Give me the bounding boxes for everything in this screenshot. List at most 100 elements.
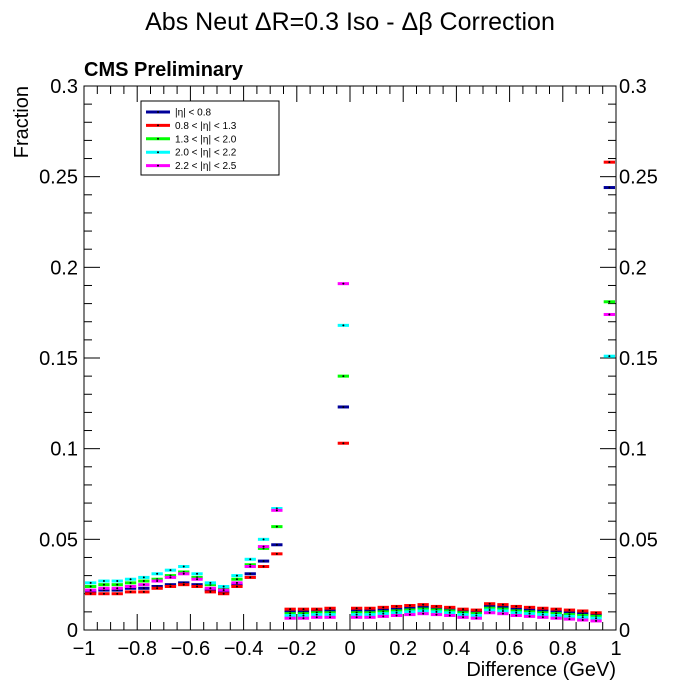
x-tick-label: −0.2: [277, 638, 316, 660]
series-2-point: [142, 590, 145, 593]
series-4-point: [329, 613, 332, 616]
x-tick-label: 0.2: [389, 638, 417, 660]
series-4-point: [129, 578, 132, 581]
series-5-point: [235, 581, 238, 584]
legend-swatch-point: [157, 124, 159, 127]
y-tick-label-right: 0.3: [619, 76, 647, 98]
series-3-point: [608, 300, 611, 303]
y-tick-label: 0.05: [39, 529, 78, 551]
series-5-point: [182, 572, 185, 575]
cms-label: CMS Preliminary: [84, 59, 244, 81]
series-3-point: [89, 585, 92, 588]
series-2-point: [275, 552, 278, 555]
legend-entry: 1.3 < |η| < 2.0: [175, 134, 237, 145]
legend-entry: |η| < 0.8: [175, 108, 211, 119]
series-5-point: [475, 617, 478, 620]
series-5-point: [355, 616, 358, 619]
series-4-point: [382, 612, 385, 615]
x-tick-label: 0.4: [442, 638, 470, 660]
series-4-point: [235, 574, 238, 577]
series-2-point: [169, 585, 172, 588]
x-tick-label: 0.8: [549, 638, 577, 660]
series-2-point: [541, 607, 544, 610]
series-2-point: [329, 607, 332, 610]
series-5-point: [568, 618, 571, 621]
x-tick-label: 0: [344, 638, 355, 660]
series-2-point: [488, 602, 491, 605]
series-5-point: [515, 614, 518, 617]
y-tick-label: 0.15: [39, 348, 78, 370]
series-4-point: [222, 585, 225, 588]
series-4-point: [368, 613, 371, 616]
series-4-point: [142, 576, 145, 579]
legend-swatch-point: [157, 164, 159, 167]
series-2-point: [116, 592, 119, 595]
series-5-point: [462, 616, 465, 619]
series-2-point: [515, 605, 518, 608]
series-2-point: [595, 611, 598, 614]
series-4-point: [408, 610, 411, 613]
series-5-point: [528, 615, 531, 618]
x-tick-label: −0.6: [171, 638, 210, 660]
data-marks: [85, 160, 615, 623]
y-tick-label-right: 0.25: [619, 167, 658, 189]
series-4-point: [355, 613, 358, 616]
series-5-point: [488, 611, 491, 614]
series-5-point: [541, 616, 544, 619]
series-4-point: [488, 609, 491, 612]
series-5-point: [302, 617, 305, 620]
series-4-point: [528, 612, 531, 615]
series-5-point: [129, 585, 132, 588]
series-3-point: [235, 578, 238, 581]
series-5-point: [608, 313, 611, 316]
series-3-point: [142, 580, 145, 583]
series-2-point: [196, 585, 199, 588]
axis-ticks: [83, 85, 617, 631]
y-tick-label-right: 0.05: [619, 529, 658, 551]
tick-labels: −1 −0.8 −0.6 −0.4 −0.2 0 0.2 0.4 0.6 0.8 10 00.05 0.…: [39, 76, 658, 660]
y-tick-label: 0.1: [50, 439, 78, 461]
series-2-point: [182, 583, 185, 586]
series-2-point: [235, 585, 238, 588]
series-5-point: [555, 617, 558, 620]
series-5-point: [209, 587, 212, 590]
series-2-point: [475, 609, 478, 612]
series-5-point: [156, 580, 159, 583]
series-4-point: [182, 565, 185, 568]
legend: |η| < 0.8 0.8 < |η| < 1.3 1.3 < |η| < 2.0 2…: [140, 100, 280, 176]
series-2-point: [555, 608, 558, 611]
series-2-point: [249, 576, 252, 579]
series-4-point: [395, 611, 398, 614]
series-4-point: [342, 324, 345, 327]
series-4-point: [568, 615, 571, 618]
series-2-point: [422, 603, 425, 606]
series-4-point: [555, 614, 558, 617]
legend-swatch-point: [157, 151, 159, 154]
series-5-point: [89, 589, 92, 592]
y-tick-label-right: 0.15: [619, 348, 658, 370]
legend-entry: 2.2 < |η| < 2.5: [175, 161, 237, 172]
y-tick-label: 0: [67, 620, 78, 642]
chart-title: Abs Neut ΔR=0.3 Iso - Δβ Correction: [145, 8, 555, 36]
series-2-point: [608, 161, 611, 164]
x-tick-label: −0.8: [117, 638, 156, 660]
series-4-point: [501, 609, 504, 612]
series-3-point: [275, 525, 278, 528]
series-3-point: [129, 581, 132, 584]
series-4-point: [475, 614, 478, 617]
series-2-point: [129, 590, 132, 593]
series-5-point: [581, 619, 584, 622]
series-4-point: [289, 614, 292, 617]
y-tick-label-right: 0: [619, 620, 630, 642]
series-2-point: [89, 592, 92, 595]
series-4-point: [315, 613, 318, 616]
series-4-point: [209, 581, 212, 584]
x-tick-label: 1: [610, 638, 621, 660]
series-4-point: [156, 572, 159, 575]
series-5-point: [315, 616, 318, 619]
series-4-point: [89, 581, 92, 584]
series-2-point: [355, 607, 358, 610]
series-4-point: [595, 617, 598, 620]
series-4-point: [462, 613, 465, 616]
series-5-point: [329, 616, 332, 619]
